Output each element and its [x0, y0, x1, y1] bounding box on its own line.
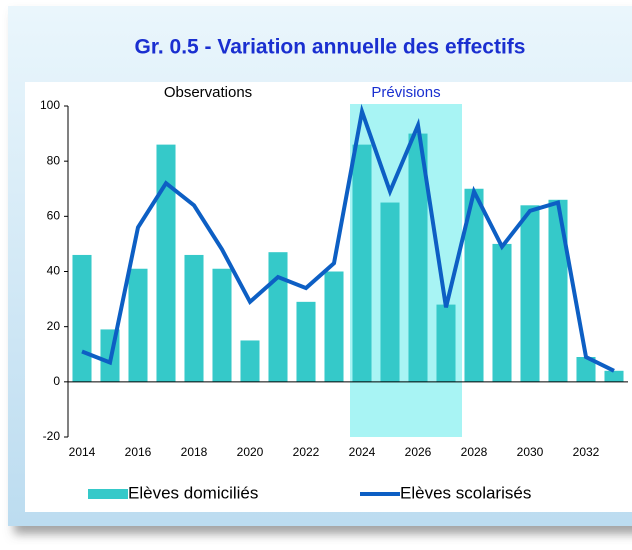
- x-tick-label: 2014: [69, 445, 96, 459]
- y-tick-label: 60: [47, 209, 61, 223]
- bar: [268, 252, 288, 382]
- y-tick-label: 40: [47, 264, 61, 278]
- annotation: Prévisions: [371, 84, 440, 101]
- bar: [324, 271, 344, 382]
- x-tick-label: 2022: [293, 445, 320, 459]
- bar: [436, 304, 456, 382]
- bar: [380, 202, 400, 382]
- bar: [296, 301, 316, 382]
- bar: [464, 188, 484, 382]
- bar: [128, 268, 148, 382]
- annotation: Observations: [164, 84, 252, 101]
- y-tick-label: -20: [43, 429, 61, 443]
- bar: [184, 254, 204, 382]
- legend-label: Elèves scolarisés: [400, 483, 531, 502]
- bar: [212, 268, 232, 382]
- chart-title: Gr. 0.5 - Variation annuelle des effecti…: [135, 36, 526, 59]
- x-tick-label: 2028: [461, 445, 488, 459]
- bar: [408, 133, 428, 382]
- legend-label: Elèves domiciliés: [128, 483, 258, 502]
- bar: [548, 199, 568, 382]
- y-tick-label: 0: [53, 374, 60, 388]
- line: [81, 103, 615, 373]
- bar: [240, 340, 260, 382]
- bar: [576, 357, 596, 382]
- bar: [156, 144, 176, 382]
- legend-swatch: [88, 489, 128, 499]
- y-tick-label: 100: [40, 98, 60, 112]
- bar: [352, 144, 372, 382]
- bar: [492, 243, 512, 382]
- x-tick-label: 2026: [405, 445, 432, 459]
- bar: [520, 205, 540, 382]
- x-tick-label: 2016: [125, 445, 152, 459]
- x-tick-label: 2032: [573, 445, 600, 459]
- bar: [72, 254, 92, 382]
- x-tick-label: 2024: [349, 445, 376, 459]
- y-tick-label: 80: [47, 153, 61, 167]
- x-tick-label: 2018: [181, 445, 208, 459]
- bar: [604, 370, 624, 382]
- x-tick-label: 2020: [237, 445, 264, 459]
- x-tick-label: 2030: [517, 445, 544, 459]
- y-tick-label: 20: [47, 319, 61, 333]
